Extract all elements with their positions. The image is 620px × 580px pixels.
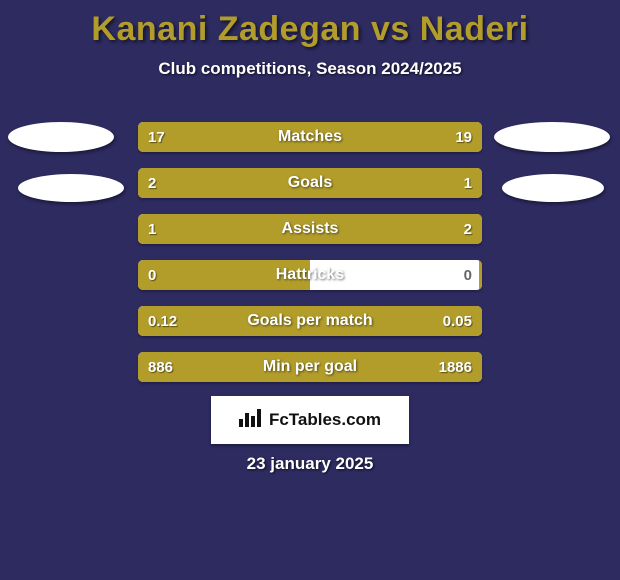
subtitle: Club competitions, Season 2024/2025 [0,59,620,79]
bar-left [138,168,368,198]
player-right-oval-2 [502,174,604,202]
value-left: 0.12 [148,306,177,336]
bar-right [252,214,482,244]
bar-left [138,260,310,290]
branding-icon [239,407,263,433]
value-left: 2 [148,168,156,198]
stat-row: 0.120.05Goals per match [138,306,482,336]
comparison-card: Kanani Zadegan vs Naderi Club competitio… [0,0,620,580]
value-left: 1 [148,214,156,244]
value-right: 0 [464,260,472,290]
value-right: 0.05 [443,306,472,336]
branding-badge: FcTables.com [211,396,409,444]
player-left-oval-1 [8,122,114,152]
value-right: 1 [464,168,472,198]
branding-text: FcTables.com [269,410,381,430]
value-right: 19 [455,122,472,152]
value-right: 2 [464,214,472,244]
bar-right [479,260,482,290]
value-left: 0 [148,260,156,290]
player-left-oval-2 [18,174,124,202]
value-left: 886 [148,352,173,382]
stats-container: 1719Matches21Goals12Assists00Hattricks0.… [138,122,482,398]
page-title: Kanani Zadegan vs Naderi [0,0,620,49]
stat-row: 8861886Min per goal [138,352,482,382]
date-text: 23 january 2025 [0,454,620,474]
stat-row: 00Hattricks [138,260,482,290]
value-left: 17 [148,122,165,152]
stat-row: 12Assists [138,214,482,244]
stat-row: 21Goals [138,168,482,198]
value-right: 1886 [439,352,472,382]
player-right-oval-1 [494,122,610,152]
stat-row: 1719Matches [138,122,482,152]
